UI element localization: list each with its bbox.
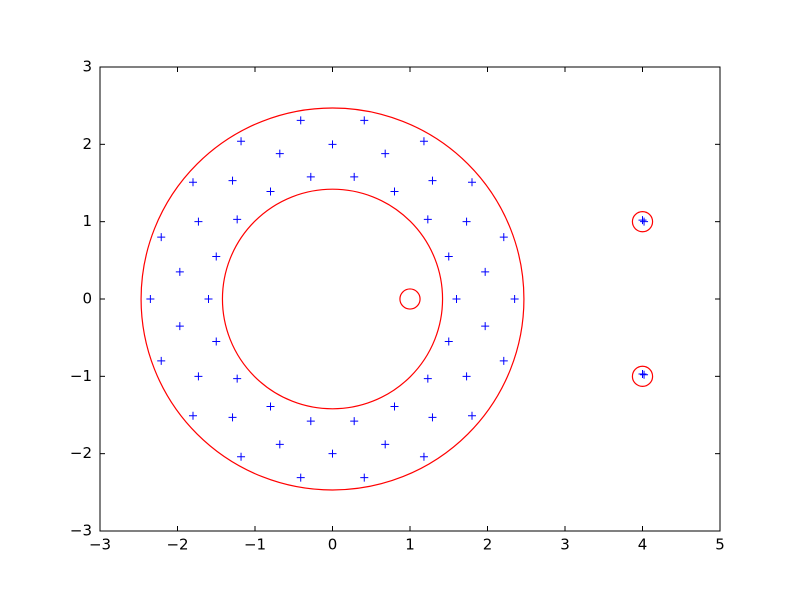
point <box>481 267 490 276</box>
point <box>175 322 184 331</box>
point <box>444 337 453 346</box>
point <box>194 217 203 226</box>
point <box>212 337 221 346</box>
point <box>328 449 337 458</box>
point <box>233 215 242 224</box>
point <box>350 417 359 426</box>
point <box>228 413 237 422</box>
point <box>146 295 155 303</box>
point <box>157 356 166 365</box>
point <box>233 374 242 383</box>
point <box>189 411 197 420</box>
y-tick-label: 0 <box>82 290 92 308</box>
circle <box>140 107 525 491</box>
point <box>360 116 369 125</box>
point <box>390 187 399 196</box>
x-tick-label: −2 <box>166 536 188 554</box>
point <box>306 417 315 426</box>
point <box>350 172 359 181</box>
point <box>468 178 476 187</box>
point <box>194 372 203 381</box>
point <box>462 217 471 226</box>
point <box>499 356 508 365</box>
x-tick-label: 1 <box>405 536 415 554</box>
x-tick-label: 0 <box>328 536 338 554</box>
point <box>499 233 508 242</box>
point <box>381 149 390 158</box>
point <box>638 370 647 379</box>
y-tick-label: −2 <box>70 444 92 462</box>
point <box>306 172 315 181</box>
point <box>419 452 428 461</box>
point <box>638 216 647 225</box>
x-tick-label: 2 <box>483 536 493 554</box>
point <box>189 178 197 187</box>
circle <box>631 211 654 233</box>
point <box>452 295 461 303</box>
point <box>462 372 471 381</box>
circle <box>631 365 654 387</box>
point <box>468 411 476 420</box>
y-tick-label: 2 <box>82 135 92 153</box>
point <box>444 252 453 261</box>
y-tick-label: −3 <box>70 522 92 540</box>
circle <box>399 288 421 310</box>
y-tick-label: 3 <box>82 58 92 76</box>
point <box>428 176 437 185</box>
point <box>360 473 369 482</box>
point <box>275 440 284 449</box>
x-tick-label: −1 <box>244 536 266 554</box>
plot-area <box>100 67 720 531</box>
point <box>510 295 519 303</box>
point <box>390 402 399 411</box>
point <box>228 176 237 185</box>
circle <box>221 188 444 410</box>
y-tick-label: −1 <box>70 367 92 385</box>
point <box>237 452 246 461</box>
point <box>157 233 166 242</box>
point <box>640 370 649 379</box>
x-tick-label: 5 <box>715 536 725 554</box>
point <box>428 413 437 422</box>
point <box>237 137 246 146</box>
point <box>296 116 305 125</box>
x-tick-label: 3 <box>560 536 570 554</box>
point <box>212 252 221 261</box>
x-tick-label: −3 <box>89 536 111 554</box>
x-tick-label: 4 <box>638 536 648 554</box>
y-tick-label: 1 <box>82 212 92 230</box>
point <box>381 440 390 449</box>
point <box>175 267 184 276</box>
point <box>423 215 432 224</box>
point <box>423 374 432 383</box>
point <box>296 473 305 482</box>
point <box>481 322 490 331</box>
point <box>419 137 428 146</box>
point <box>266 402 275 411</box>
point <box>275 149 284 158</box>
point <box>328 140 337 149</box>
point <box>266 187 275 196</box>
point <box>204 295 213 303</box>
point <box>640 217 649 226</box>
